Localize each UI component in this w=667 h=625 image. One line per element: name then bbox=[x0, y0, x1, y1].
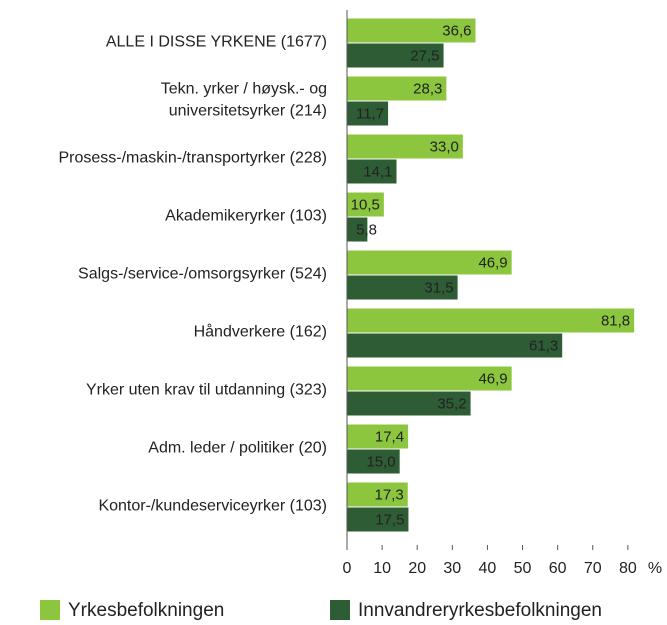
value-label: 11,7 bbox=[356, 105, 384, 122]
bar bbox=[347, 217, 368, 242]
category-label: Salgs-/service-/omsorgsyrker (524) bbox=[78, 266, 327, 283]
category-label: Adm. leder / politiker (20) bbox=[148, 440, 327, 457]
value-label: 28,3 bbox=[413, 80, 442, 97]
category-label: Prosess-/maskin-/transportyrker (228) bbox=[58, 150, 327, 167]
value-label: 31,5 bbox=[424, 279, 453, 296]
category-label: Håndverkere (162) bbox=[194, 323, 327, 341]
value-label: 46,9 bbox=[478, 254, 507, 271]
category-label: Akademikeryrker (103) bbox=[165, 208, 327, 225]
x-tick-label: 80 bbox=[619, 560, 637, 577]
category-label: Kontor-/kundeserviceyrker (103) bbox=[98, 498, 327, 515]
value-label: 81,8 bbox=[601, 312, 630, 329]
category-label-line: Tekn. yrker / høysk.- og bbox=[161, 81, 327, 98]
x-tick-label: 50 bbox=[514, 560, 532, 577]
legend-swatch bbox=[40, 600, 60, 620]
bar bbox=[347, 333, 563, 358]
x-tick-label: 30 bbox=[443, 560, 461, 577]
bar bbox=[347, 192, 384, 217]
legend-label: Yrkesbefolkningen bbox=[68, 600, 224, 621]
legend-label: Innvandreryrkesbefolkningen bbox=[358, 600, 602, 621]
value-label: 27,5 bbox=[410, 47, 439, 64]
value-label: 14,1 bbox=[363, 163, 392, 180]
bar bbox=[347, 366, 512, 391]
bar bbox=[347, 424, 409, 449]
x-tick-label: 0 bbox=[343, 560, 352, 577]
x-axis-label: % bbox=[648, 560, 662, 577]
value-label: 35,2 bbox=[437, 395, 466, 412]
x-tick-label: 40 bbox=[479, 560, 497, 577]
category-label: Tekn. yrker / høysk.- og universitetsyrke… bbox=[161, 81, 327, 120]
x-tick-label: 70 bbox=[584, 560, 602, 577]
value-label: 17,3 bbox=[375, 486, 404, 503]
bar bbox=[347, 250, 512, 275]
bar bbox=[347, 507, 409, 532]
value-label: 17,4 bbox=[375, 428, 404, 445]
bar bbox=[347, 449, 400, 474]
value-label: 15,0 bbox=[366, 453, 395, 470]
bar bbox=[347, 18, 476, 43]
bar bbox=[347, 43, 444, 68]
bar bbox=[347, 391, 471, 416]
bar bbox=[347, 159, 397, 184]
category-label: ALLE I DISSE YRKENE (1677) bbox=[106, 34, 327, 51]
bar bbox=[347, 308, 635, 333]
value-label: 17,5 bbox=[375, 511, 404, 528]
bar bbox=[347, 101, 389, 126]
value-label: 33,0 bbox=[430, 138, 459, 155]
value-label: 10,5 bbox=[351, 196, 380, 213]
value-label: 5,8 bbox=[356, 221, 377, 238]
bar bbox=[347, 275, 458, 300]
category-label: Yrker uten krav til utdanning (323) bbox=[86, 382, 327, 399]
x-tick-label: 60 bbox=[549, 560, 567, 577]
x-tick-label: 10 bbox=[373, 560, 391, 577]
legend-swatch bbox=[330, 600, 350, 620]
value-label: 36,6 bbox=[442, 22, 471, 39]
bar bbox=[347, 482, 408, 507]
value-label: 61,3 bbox=[529, 337, 558, 354]
category-label-line: universitetsyrker (214) bbox=[169, 103, 327, 120]
bar bbox=[347, 76, 447, 101]
x-tick-label: 20 bbox=[408, 560, 426, 577]
bar bbox=[347, 134, 463, 159]
value-label: 46,9 bbox=[478, 370, 507, 387]
